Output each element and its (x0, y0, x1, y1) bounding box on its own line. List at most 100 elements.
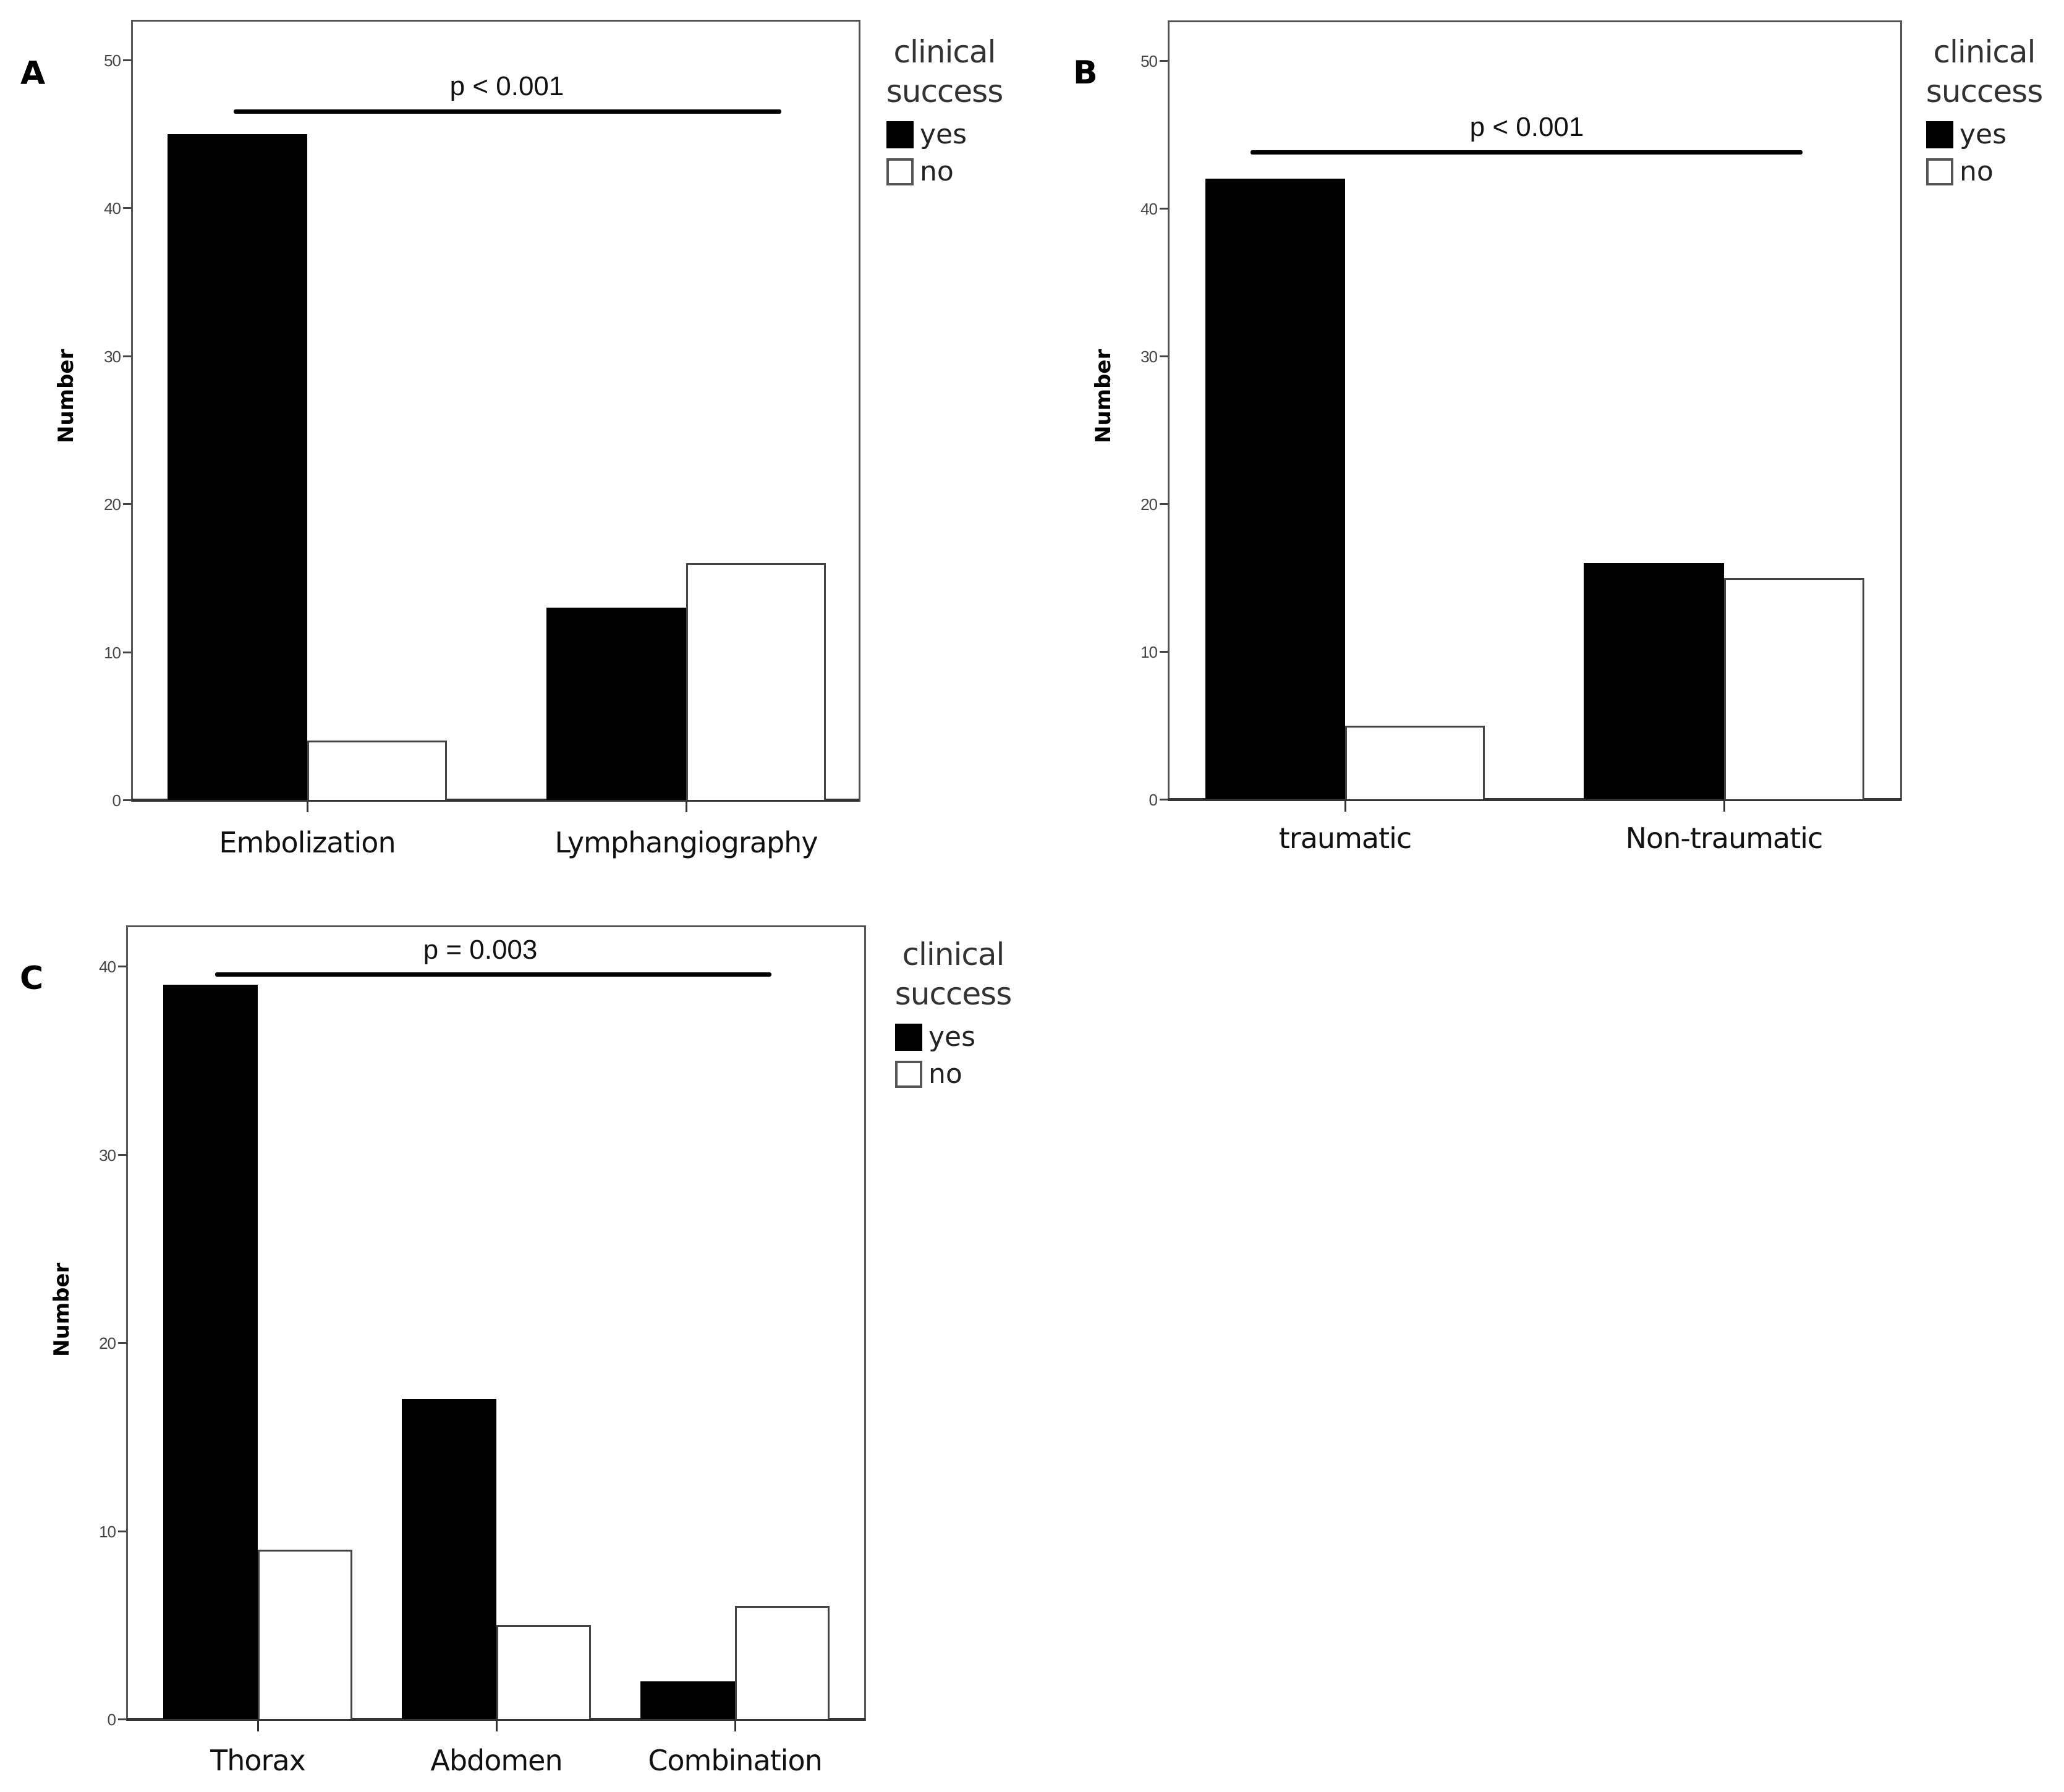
legend-title-line2: success (1926, 74, 2044, 109)
legend-title-line1: clinical (893, 34, 996, 70)
y-tick-label: 10 (99, 1522, 116, 1541)
legend-title-line2: success (894, 976, 1013, 1012)
bar-no-traumatic (1345, 725, 1485, 799)
y-tick-label: 0 (1149, 791, 1158, 809)
legend-label-yes: yes (920, 119, 967, 150)
y-tick (1160, 355, 1168, 357)
y-tick-label: 0 (107, 1710, 116, 1729)
x-axis-baseline (1168, 798, 1901, 801)
y-tick (123, 207, 132, 210)
y-tick (1160, 60, 1168, 62)
bar-yes-lymphangiography (546, 607, 686, 800)
significance-text-b: p < 0.001 (1469, 112, 1584, 142)
bar-yes-thorax (163, 985, 258, 1719)
y-tick-label: 20 (1140, 495, 1158, 514)
bar-yes-combination (640, 1681, 735, 1719)
y-tick-label: 50 (1140, 52, 1158, 70)
y-tick (118, 1718, 127, 1720)
y-tick-label: 0 (112, 791, 121, 810)
y-axis-label-a: Number (54, 349, 79, 443)
x-category-label: Combination (648, 1744, 823, 1777)
y-tick-label: 50 (104, 51, 121, 70)
bar-yes-embolization (168, 134, 307, 800)
legend-title-line2: success (886, 74, 1004, 109)
y-tick (123, 59, 132, 61)
legend-label-yes: yes (1960, 119, 2007, 150)
x-tick (257, 1720, 259, 1731)
y-tick (118, 1342, 127, 1344)
y-tick-label: 10 (1140, 643, 1158, 661)
x-category-label: Abdomen (430, 1744, 563, 1777)
x-tick (1723, 800, 1725, 812)
y-tick (123, 355, 132, 357)
y-tick (1160, 799, 1168, 800)
significance-line-b (1251, 150, 1803, 155)
y-tick-label: 40 (99, 958, 116, 976)
y-tick-label: 30 (1140, 347, 1158, 366)
y-tick-label: 10 (104, 643, 121, 662)
x-axis-baseline (132, 799, 859, 802)
y-axis-label-b: Number (1091, 349, 1116, 443)
legend-item-yes: yes (895, 1019, 1021, 1056)
x-axis-baseline (127, 1718, 865, 1721)
x-category-label: Embolization (219, 826, 396, 859)
legend-item-no: no (1926, 153, 2052, 190)
legend-swatch-yes-icon (895, 1024, 922, 1051)
x-category-label: Thorax (210, 1744, 306, 1777)
legend-title-line1: clinical (902, 936, 1005, 972)
x-tick (734, 1720, 736, 1731)
bar-yes-non-traumatic (1584, 563, 1724, 799)
bar-no-thorax (258, 1549, 352, 1719)
panel-letter-a: A (20, 55, 46, 92)
significance-line-c (215, 972, 771, 977)
legend-label-no: no (920, 156, 954, 187)
y-tick (123, 651, 132, 653)
legend-c: clinical success yes no (885, 935, 1021, 1093)
y-axis-label-c: Number (49, 1262, 74, 1357)
legend-swatch-no-icon (895, 1061, 922, 1088)
y-tick (123, 503, 132, 506)
legend-label-yes: yes (928, 1021, 976, 1053)
legend-item-yes: yes (886, 116, 1013, 153)
legend-title-line1: clinical (1933, 34, 2036, 70)
y-tick-label: 20 (99, 1334, 116, 1352)
bar-no-non-traumatic (1724, 577, 1864, 799)
legend-swatch-yes-icon (886, 121, 914, 148)
y-tick (1160, 208, 1168, 210)
x-tick (307, 801, 308, 812)
bar-yes-abdomen (402, 1399, 496, 1719)
x-tick (686, 801, 687, 812)
y-tick (1160, 503, 1168, 505)
y-tick-label: 30 (104, 347, 121, 366)
bar-yes-traumatic (1205, 179, 1345, 799)
y-tick-label: 30 (99, 1145, 116, 1165)
x-tick (1344, 800, 1346, 812)
x-category-label: Lymphangiography (554, 826, 818, 859)
significance-text-c: p = 0.003 (423, 935, 538, 965)
bar-no-embolization (307, 741, 447, 800)
legend-swatch-no-icon (886, 158, 914, 185)
legend-a: clinical success yes no (877, 32, 1013, 190)
y-tick (1160, 651, 1168, 653)
x-category-label: traumatic (1278, 822, 1412, 855)
legend-label-no: no (928, 1058, 962, 1090)
legend-label-no: no (1960, 156, 1994, 187)
x-tick (496, 1720, 498, 1731)
legend-swatch-yes-icon (1926, 121, 1953, 148)
legend-swatch-no-icon (1926, 158, 1953, 185)
x-category-label: Non-traumatic (1625, 822, 1824, 855)
y-tick (118, 1153, 127, 1156)
bar-no-combination (735, 1606, 830, 1719)
legend-item-yes: yes (1926, 116, 2052, 153)
legend-item-no: no (886, 153, 1013, 190)
y-tick (123, 799, 132, 801)
panel-letter-c: C (20, 960, 44, 997)
legend-item-no: no (895, 1056, 1021, 1093)
significance-line-a (234, 109, 781, 114)
panel-letter-b: B (1073, 54, 1098, 91)
legend-b: clinical success yes no (1916, 32, 2052, 190)
y-tick (118, 1530, 127, 1532)
y-tick-label: 20 (104, 495, 121, 514)
y-tick-label: 40 (1140, 200, 1158, 218)
y-tick-label: 40 (104, 199, 121, 218)
